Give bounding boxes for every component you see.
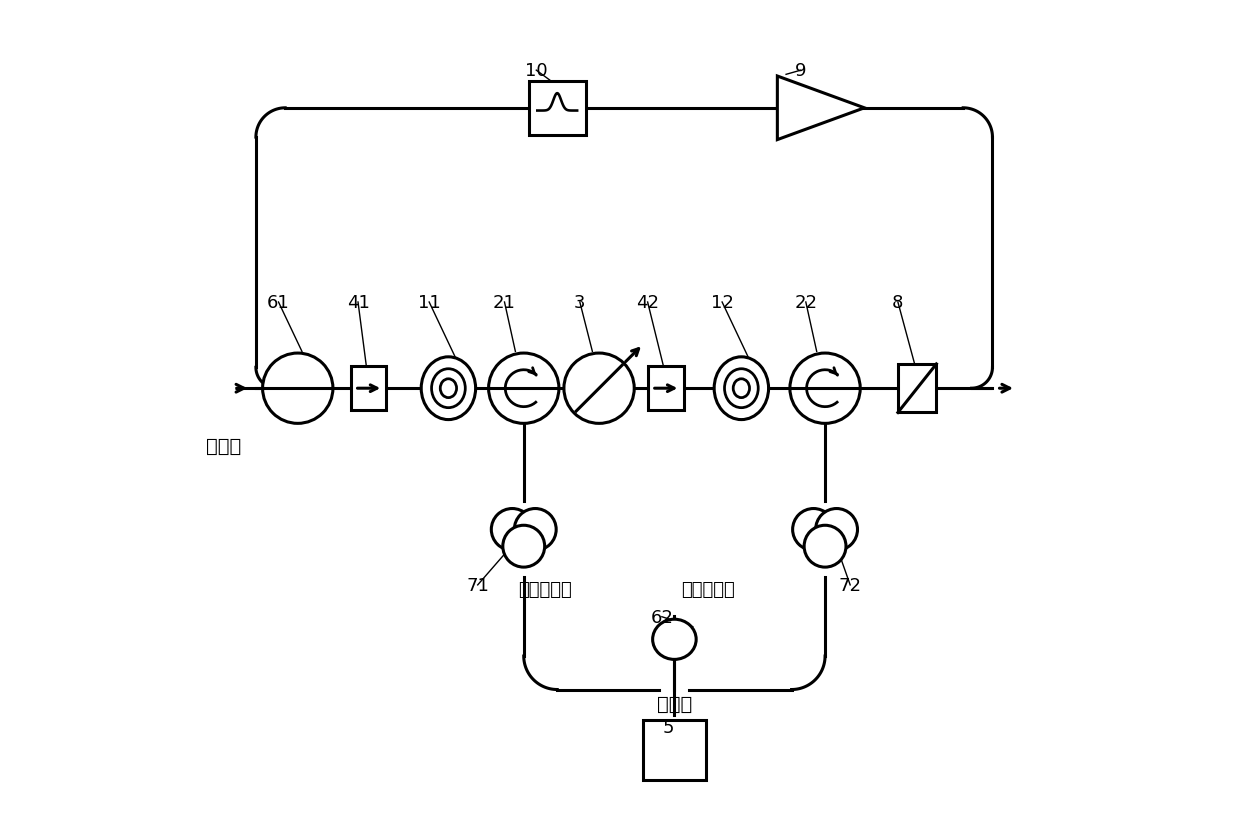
Text: 9: 9 [795,62,806,80]
Text: 61: 61 [267,293,290,312]
Text: 71: 71 [466,576,489,594]
Text: 21: 21 [494,293,516,312]
Circle shape [515,509,557,551]
Text: 信号光: 信号光 [206,436,241,455]
Text: 42: 42 [636,293,660,312]
Bar [644,720,706,780]
Circle shape [790,354,861,424]
Circle shape [816,509,858,551]
Circle shape [503,526,544,568]
Circle shape [804,526,846,568]
Bar [351,367,387,410]
Text: 3: 3 [574,293,585,312]
Ellipse shape [652,619,696,660]
Polygon shape [777,77,864,140]
Bar [649,367,683,410]
Text: 62: 62 [651,608,673,626]
Text: 第一泵浦光: 第一泵浦光 [518,580,572,599]
Bar [898,364,936,413]
Ellipse shape [714,358,769,420]
Bar [528,81,585,135]
Ellipse shape [422,358,476,420]
Text: 泵浦光: 泵浦光 [657,695,692,713]
Circle shape [564,354,634,424]
Text: 11: 11 [418,293,440,312]
Text: 72: 72 [838,576,862,594]
Circle shape [263,354,332,424]
Circle shape [489,354,559,424]
Text: 12: 12 [711,293,734,312]
Text: 41: 41 [347,293,370,312]
Text: 8: 8 [893,293,904,312]
Text: 第二泵浦光: 第二泵浦光 [681,580,735,599]
Text: 22: 22 [795,293,817,312]
Text: 5: 5 [663,718,675,737]
Text: 10: 10 [525,62,548,80]
Circle shape [491,509,533,551]
Circle shape [792,509,835,551]
